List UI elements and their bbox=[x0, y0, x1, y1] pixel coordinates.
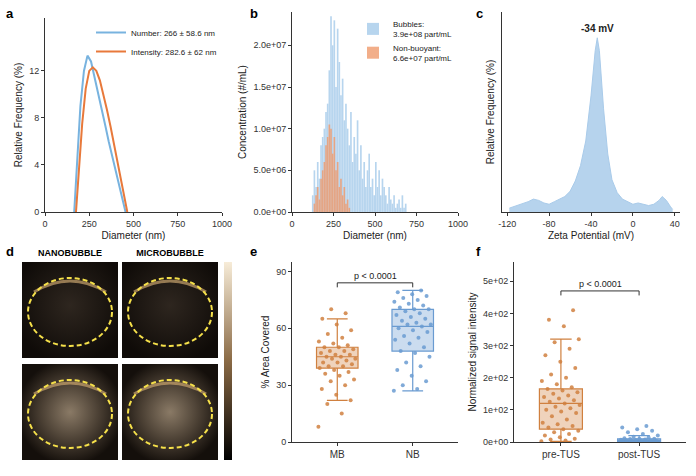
svg-text:Relative Frequency (%): Relative Frequency (%) bbox=[13, 63, 24, 167]
svg-text:1000: 1000 bbox=[212, 219, 232, 229]
svg-text:2e+02: 2e+02 bbox=[483, 373, 508, 383]
svg-text:% Area Covered: % Area Covered bbox=[260, 316, 271, 389]
svg-text:-120: -120 bbox=[498, 219, 516, 229]
svg-text:b: b bbox=[250, 6, 258, 21]
svg-text:MICROBUBBLE: MICROBUBBLE bbox=[136, 248, 204, 258]
svg-text:60: 60 bbox=[276, 323, 286, 333]
svg-text:0: 0 bbox=[289, 219, 294, 229]
svg-text:250: 250 bbox=[326, 219, 341, 229]
svg-text:pre-TUS: pre-TUS bbox=[542, 449, 580, 460]
svg-text:1000: 1000 bbox=[448, 219, 468, 229]
svg-text:0e+00: 0e+00 bbox=[483, 437, 508, 447]
svg-text:750: 750 bbox=[170, 219, 185, 229]
svg-text:Diameter (nm): Diameter (nm) bbox=[343, 230, 407, 241]
svg-text:Relative Frequency (%): Relative Frequency (%) bbox=[485, 60, 496, 164]
svg-text:MB: MB bbox=[330, 449, 345, 460]
svg-text:0.0e+00: 0.0e+00 bbox=[253, 207, 286, 217]
svg-text:2.0e+07: 2.0e+07 bbox=[253, 40, 286, 50]
svg-text:1.0e+07: 1.0e+07 bbox=[253, 124, 286, 134]
svg-text:0: 0 bbox=[281, 437, 286, 447]
svg-text:a: a bbox=[6, 6, 14, 21]
svg-text:1.5e+07: 1.5e+07 bbox=[253, 82, 286, 92]
svg-text:Zeta Potential (mV): Zeta Potential (mV) bbox=[548, 230, 634, 241]
svg-text:5.0e+06: 5.0e+06 bbox=[253, 165, 286, 175]
svg-text:-34 mV: -34 mV bbox=[581, 23, 614, 34]
svg-text:-40: -40 bbox=[584, 219, 597, 229]
svg-text:0: 0 bbox=[42, 219, 47, 229]
svg-text:NANOBUBBLE: NANOBUBBLE bbox=[38, 248, 102, 258]
svg-text:4: 4 bbox=[34, 160, 39, 170]
svg-text:8: 8 bbox=[34, 113, 39, 123]
svg-text:p < 0.0001: p < 0.0001 bbox=[354, 271, 397, 281]
svg-text:Concentration (#/mL): Concentration (#/mL) bbox=[237, 65, 248, 159]
svg-text:500: 500 bbox=[126, 219, 141, 229]
svg-text:40: 40 bbox=[670, 219, 680, 229]
svg-text:c: c bbox=[476, 6, 483, 21]
svg-text:3e+02: 3e+02 bbox=[483, 341, 508, 351]
svg-text:e: e bbox=[250, 244, 257, 259]
svg-text:Diameter (nm): Diameter (nm) bbox=[102, 230, 166, 241]
svg-text:750: 750 bbox=[409, 219, 424, 229]
svg-text:12: 12 bbox=[29, 66, 39, 76]
svg-text:30: 30 bbox=[276, 380, 286, 390]
svg-text:NB: NB bbox=[406, 449, 420, 460]
svg-text:d: d bbox=[6, 244, 14, 259]
svg-text:Number: 266 ± 58.6 nm: Number: 266 ± 58.6 nm bbox=[131, 29, 215, 38]
svg-text:0: 0 bbox=[630, 219, 635, 229]
svg-text:post-TUS: post-TUS bbox=[618, 449, 661, 460]
svg-text:1e+02: 1e+02 bbox=[483, 405, 508, 415]
svg-text:Bubbles:3.9e+08 part/mL: Bubbles:3.9e+08 part/mL bbox=[393, 20, 452, 39]
svg-text:Normalized signal intensity: Normalized signal intensity bbox=[467, 293, 478, 412]
svg-text:p < 0.0001: p < 0.0001 bbox=[579, 279, 622, 289]
svg-text:0: 0 bbox=[34, 207, 39, 217]
svg-text:Non-buoyant:6.6e+07 part/mL: Non-buoyant:6.6e+07 part/mL bbox=[393, 44, 452, 63]
svg-text:250: 250 bbox=[82, 219, 97, 229]
svg-text:5e+02: 5e+02 bbox=[483, 276, 508, 286]
svg-text:f: f bbox=[476, 244, 481, 259]
svg-text:90: 90 bbox=[276, 267, 286, 277]
svg-text:500: 500 bbox=[367, 219, 382, 229]
svg-text:4e+02: 4e+02 bbox=[483, 309, 508, 319]
svg-text:-80: -80 bbox=[543, 219, 556, 229]
svg-text:Intensity: 282.6 ± 62 nm: Intensity: 282.6 ± 62 nm bbox=[131, 48, 217, 57]
